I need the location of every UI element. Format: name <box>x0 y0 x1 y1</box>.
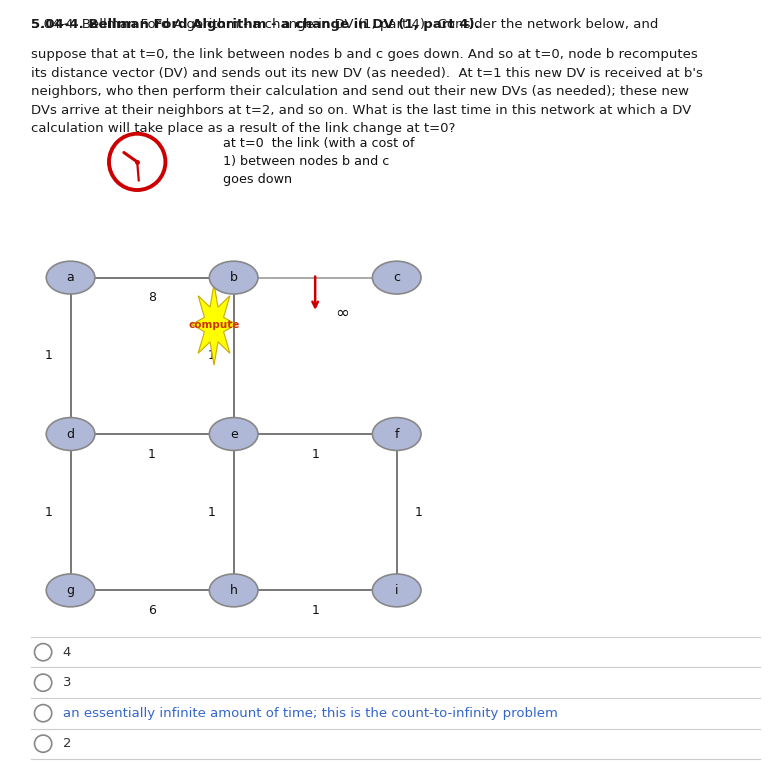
Text: 1: 1 <box>148 448 156 461</box>
Ellipse shape <box>372 261 421 294</box>
Text: 1: 1 <box>415 506 423 518</box>
Text: 1: 1 <box>45 350 53 362</box>
Text: 1: 1 <box>311 448 319 461</box>
Text: c: c <box>394 271 400 284</box>
Ellipse shape <box>372 574 421 607</box>
Text: compute: compute <box>188 320 240 329</box>
Text: 1: 1 <box>45 506 53 518</box>
Polygon shape <box>191 284 237 365</box>
Ellipse shape <box>46 261 95 294</box>
Text: f: f <box>394 428 399 440</box>
Circle shape <box>34 674 52 691</box>
Text: 3: 3 <box>63 676 71 689</box>
Text: 1: 1 <box>311 604 319 617</box>
Circle shape <box>34 735 52 752</box>
Text: b: b <box>230 271 238 284</box>
Text: $\infty$: $\infty$ <box>335 303 349 321</box>
Text: g: g <box>67 584 74 597</box>
Text: a: a <box>67 271 74 284</box>
Ellipse shape <box>209 261 258 294</box>
Text: 8: 8 <box>148 292 156 304</box>
Text: i: i <box>395 584 398 597</box>
Text: 4: 4 <box>63 646 71 658</box>
Ellipse shape <box>209 418 258 450</box>
Text: d: d <box>67 428 74 440</box>
Text: an essentially infinite amount of time; this is the count-to-infinity problem: an essentially infinite amount of time; … <box>63 707 557 719</box>
Text: suppose that at t=0, the link between nodes b and c goes down. And so at t=0, no: suppose that at t=0, the link between no… <box>31 48 703 135</box>
Ellipse shape <box>372 418 421 450</box>
Ellipse shape <box>46 418 95 450</box>
Text: 6: 6 <box>148 604 156 617</box>
Circle shape <box>34 705 52 722</box>
Text: at t=0  the link (with a cost of
1) between nodes b and c
goes down: at t=0 the link (with a cost of 1) betwe… <box>223 137 415 186</box>
Text: e: e <box>230 428 238 440</box>
Circle shape <box>34 644 52 661</box>
Text: 1: 1 <box>208 506 216 518</box>
Ellipse shape <box>46 574 95 607</box>
Circle shape <box>109 134 165 190</box>
Text: 1: 1 <box>208 350 216 362</box>
Text: h: h <box>230 584 238 597</box>
Text: 5.04-4. Bellman Ford Algorithm - a change in DV (1, part 4).  Consider the netwo: 5.04-4. Bellman Ford Algorithm - a chang… <box>31 18 659 31</box>
Text: 5.04-4. Bellman Ford Algorithm - a change in DV (1, part 4).: 5.04-4. Bellman Ford Algorithm - a chang… <box>31 18 480 31</box>
Ellipse shape <box>209 574 258 607</box>
Text: 2: 2 <box>63 737 71 750</box>
